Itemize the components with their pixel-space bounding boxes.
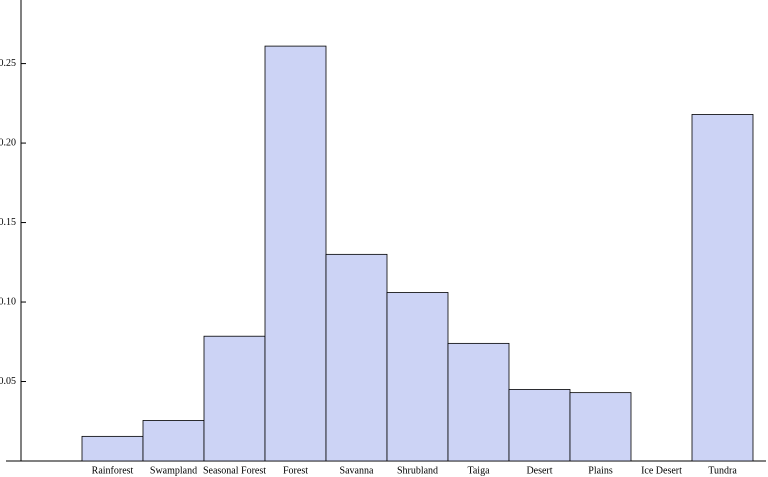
bar bbox=[508, 389, 571, 462]
x-tick-label: Swampland bbox=[150, 465, 197, 476]
x-tick-label: Rainforest bbox=[92, 465, 134, 476]
y-tick-label: 0.05 bbox=[0, 376, 16, 387]
x-tick-label: Seasonal Forest bbox=[203, 465, 266, 476]
x-tick-label: Tundra bbox=[708, 465, 737, 476]
x-tick-label: Desert bbox=[526, 465, 552, 476]
bar bbox=[691, 114, 754, 462]
x-tick-label: Forest bbox=[283, 465, 308, 476]
bar bbox=[264, 45, 327, 462]
y-tick-label: 0.20 bbox=[0, 137, 16, 148]
bar bbox=[447, 342, 510, 462]
y-tick-label: 0.10 bbox=[0, 296, 16, 307]
bar bbox=[569, 392, 632, 462]
x-tick-label: Savanna bbox=[340, 465, 374, 476]
bar bbox=[142, 420, 205, 462]
bar bbox=[203, 335, 266, 462]
x-tick-label: Shrubland bbox=[397, 465, 438, 476]
y-tick-label: 0.25 bbox=[0, 58, 16, 69]
bar bbox=[81, 435, 144, 462]
y-tick-label: 0.15 bbox=[0, 217, 16, 228]
x-tick-label: Taiga bbox=[467, 465, 490, 476]
x-tick-label: Ice Desert bbox=[641, 465, 682, 476]
bar bbox=[325, 253, 388, 462]
x-tick-label: Plains bbox=[588, 465, 613, 476]
bar bbox=[386, 292, 449, 462]
